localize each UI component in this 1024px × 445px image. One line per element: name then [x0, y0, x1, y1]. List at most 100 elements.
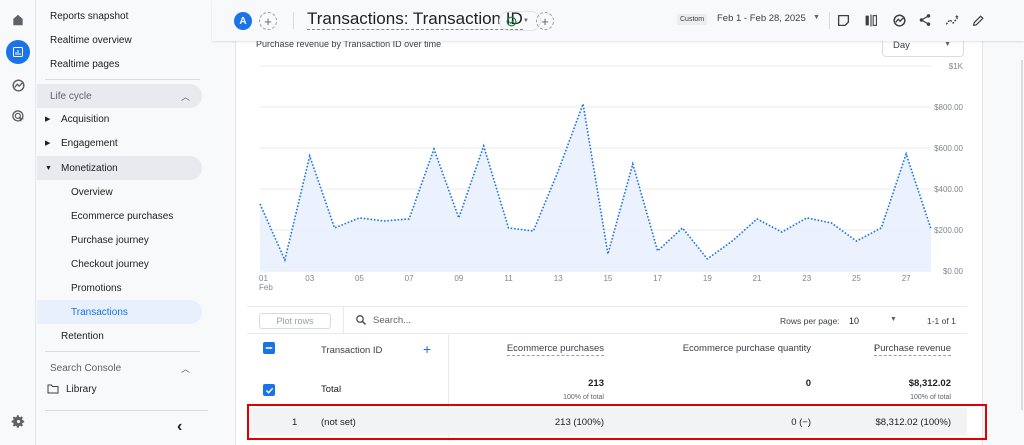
nav-reports-snapshot[interactable]: Reports snapshot: [50, 10, 129, 22]
svg-text:Feb: Feb: [259, 283, 273, 292]
report-header: A + Transactions: Transaction ID ▼ + Cus…: [212, 0, 1024, 41]
row-ecommerce-purchases: 213 (100%): [554, 417, 604, 428]
annotation-icon[interactable]: [834, 11, 852, 29]
table-row[interactable]: [247, 408, 967, 435]
settings-icon[interactable]: [6, 409, 30, 433]
comparison-avatar[interactable]: A: [234, 12, 252, 30]
home-icon[interactable]: [6, 8, 30, 32]
toolbar-separator: [343, 307, 344, 334]
column-header-purchase-revenue[interactable]: Purchase revenue: [873, 343, 951, 356]
nav-purchase-journey[interactable]: Purchase journey: [71, 234, 149, 246]
header-separator: [293, 12, 294, 29]
search-input[interactable]: Search...: [373, 314, 412, 326]
nav-checkout-journey[interactable]: Checkout journey: [71, 258, 149, 270]
nav-transactions[interactable]: Transactions: [37, 300, 202, 324]
svg-text:09: 09: [454, 274, 463, 283]
page-scrollbar[interactable]: [1021, 60, 1023, 410]
nav-engagement[interactable]: ▶ Engagement: [45, 137, 118, 149]
row-purchase-quantity: 0 (−): [791, 417, 811, 428]
svg-text:$600.00: $600.00: [934, 144, 963, 153]
svg-text:27: 27: [902, 274, 911, 283]
icon-rail: [0, 0, 36, 445]
svg-text:$0.00: $0.00: [943, 267, 964, 276]
row-purchase-revenue: $8,312.02 (100%): [875, 417, 951, 428]
nav-ecommerce-purchases[interactable]: Ecommerce purchases: [71, 210, 174, 222]
svg-text:25: 25: [852, 274, 861, 283]
nav-divider: [45, 351, 200, 352]
select-all-checkbox[interactable]: [263, 342, 275, 354]
add-filter-button[interactable]: +: [536, 12, 554, 30]
caret-down-icon: ▼: [944, 41, 951, 48]
date-custom-label: Custom: [677, 14, 708, 25]
anomaly-icon[interactable]: [943, 11, 961, 29]
page-title[interactable]: Transactions: Transaction ID: [307, 9, 523, 30]
right-gutter: [983, 41, 1024, 445]
column-header-ecommerce-purchases[interactable]: Ecommerce purchases: [506, 343, 604, 356]
svg-text:07: 07: [405, 274, 414, 283]
svg-text:13: 13: [554, 274, 563, 283]
svg-text:$800.00: $800.00: [934, 103, 963, 112]
svg-text:15: 15: [603, 274, 612, 283]
plot-rows-button[interactable]: Plot rows: [259, 313, 331, 329]
total-purchase-revenue-share: 100% of total: [910, 394, 951, 401]
column-header-transaction-id[interactable]: Transaction ID: [321, 345, 383, 356]
sort-descending-icon[interactable]: ↓: [873, 343, 878, 354]
caret-down-icon[interactable]: ▼: [890, 316, 897, 323]
advertising-icon[interactable]: [6, 104, 30, 128]
reports-icon[interactable]: [6, 40, 30, 64]
chart-title: Purchase revenue by Transaction ID over …: [256, 39, 442, 49]
total-purchase-revenue: $8,312.02: [908, 378, 951, 389]
svg-text:11: 11: [504, 274, 513, 283]
svg-text:05: 05: [355, 274, 364, 283]
total-checkbox[interactable]: [263, 384, 275, 396]
date-caret-icon[interactable]: ▼: [813, 14, 820, 21]
nav-retention[interactable]: Retention: [61, 330, 104, 342]
svg-text:19: 19: [703, 274, 712, 283]
nav-section-search-console[interactable]: Search Console ︿: [50, 362, 190, 374]
explore-icon[interactable]: [6, 73, 30, 97]
granularity-dropdown[interactable]: Day ▼: [882, 35, 964, 57]
insights-icon[interactable]: [890, 11, 908, 29]
search-icon: [355, 314, 367, 326]
nav-section-life-cycle[interactable]: Life cycle ︿: [37, 84, 202, 108]
total-purchase-quantity: 0: [805, 378, 811, 389]
report-status-dropdown[interactable]: ▼: [499, 11, 541, 31]
add-dimension-button[interactable]: +: [423, 341, 432, 357]
highlight-annotation-box: [247, 404, 987, 440]
compare-icon[interactable]: [862, 11, 880, 29]
column-header-purchase-quantity[interactable]: Ecommerce purchase quantity: [682, 343, 811, 354]
total-ecommerce-purchases: 213: [588, 378, 604, 389]
date-range-picker[interactable]: Feb 1 - Feb 28, 2025: [717, 13, 806, 24]
nav-realtime-pages[interactable]: Realtime pages: [50, 58, 120, 70]
total-label: Total: [321, 384, 342, 395]
nav-monetization-overview[interactable]: Overview: [71, 186, 113, 198]
svg-text:$1K: $1K: [949, 62, 964, 71]
report-navigation: Reports snapshot Realtime overview Realt…: [37, 0, 212, 445]
edit-icon[interactable]: [969, 11, 987, 29]
caret-right-icon: ▶: [45, 116, 51, 123]
row-transaction-id: (not set): [321, 417, 356, 428]
svg-text:21: 21: [753, 274, 762, 283]
chevron-up-icon: ︿: [180, 363, 190, 374]
nav-library[interactable]: Library: [37, 377, 202, 401]
svg-text:23: 23: [802, 274, 811, 283]
nav-acquisition[interactable]: ▶ Acquisition: [45, 113, 110, 125]
nav-monetization[interactable]: ▼ Monetization: [37, 156, 202, 180]
nav-promotions[interactable]: Promotions: [71, 282, 122, 294]
svg-text:$400.00: $400.00: [934, 185, 963, 194]
table-search[interactable]: Search...: [355, 314, 411, 326]
share-icon[interactable]: [916, 11, 934, 29]
pagination-label: 1-1 of 1: [927, 316, 956, 326]
row-index: 1: [292, 417, 298, 428]
nav-realtime-overview[interactable]: Realtime overview: [50, 34, 132, 46]
rows-per-page-select[interactable]: 10: [849, 316, 860, 326]
caret-down-icon: ▼: [523, 18, 529, 24]
nav-divider: [45, 79, 200, 80]
revenue-line-chart[interactable]: $0.00 $200.00 $400.00 $600.00 $800.00 $1K 01Fe…: [236, 41, 984, 303]
collapse-nav-button[interactable]: ‹: [177, 418, 183, 435]
svg-text:01: 01: [259, 274, 268, 283]
add-comparison-button[interactable]: +: [259, 12, 277, 30]
svg-text:17: 17: [653, 274, 662, 283]
header-separator: [829, 12, 830, 29]
